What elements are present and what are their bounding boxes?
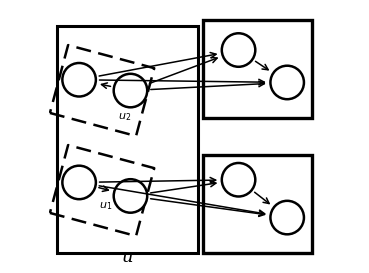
Circle shape xyxy=(270,201,304,234)
Circle shape xyxy=(114,74,147,107)
Circle shape xyxy=(222,33,255,67)
Circle shape xyxy=(270,66,304,99)
Text: $u_1$: $u_1$ xyxy=(99,200,113,212)
Bar xyxy=(203,155,311,253)
Circle shape xyxy=(222,163,255,197)
Circle shape xyxy=(62,63,96,97)
Circle shape xyxy=(114,179,147,213)
Text: u: u xyxy=(122,248,134,266)
Circle shape xyxy=(62,166,96,199)
Bar xyxy=(58,26,198,253)
Bar xyxy=(203,20,311,118)
Text: $u_2$: $u_2$ xyxy=(118,111,131,123)
